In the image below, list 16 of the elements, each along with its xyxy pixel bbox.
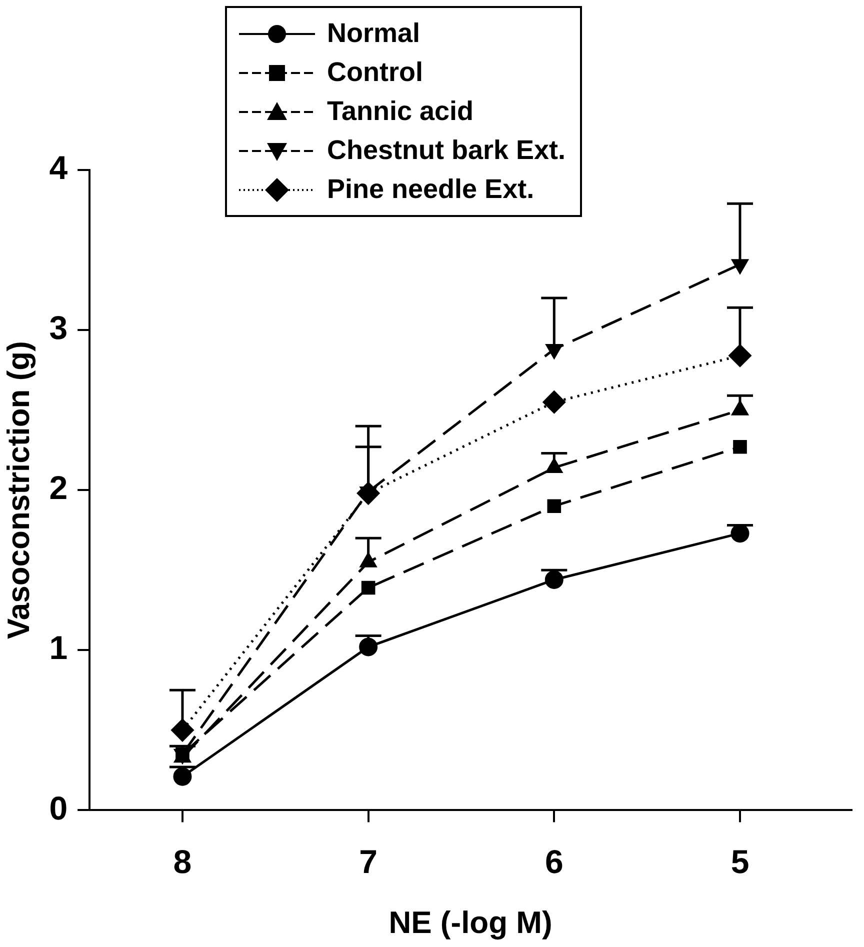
legend-label: Control [327, 57, 423, 88]
legend-label: Pine needle Ext. [327, 174, 534, 205]
y-tick-label: 4 [49, 149, 68, 186]
y-tick-label: 0 [49, 789, 68, 826]
x-tick-label: 7 [359, 843, 378, 880]
x-tick-label: 5 [730, 843, 750, 880]
x-tick-label: 8 [173, 843, 192, 880]
x-axis-title: NE (-log M) [388, 904, 552, 940]
legend-label: Chestnut bark Ext. [327, 135, 566, 166]
y-tick-label: 3 [49, 309, 68, 346]
x-tick-label: 6 [544, 843, 564, 880]
y-tick-label: 2 [49, 469, 68, 506]
y-axis-title: Vasoconstriction (g) [1, 341, 36, 640]
y-tick-label: 1 [49, 629, 68, 666]
legend-label: Normal [327, 18, 420, 49]
legend-label: Tannic acid [327, 96, 474, 127]
